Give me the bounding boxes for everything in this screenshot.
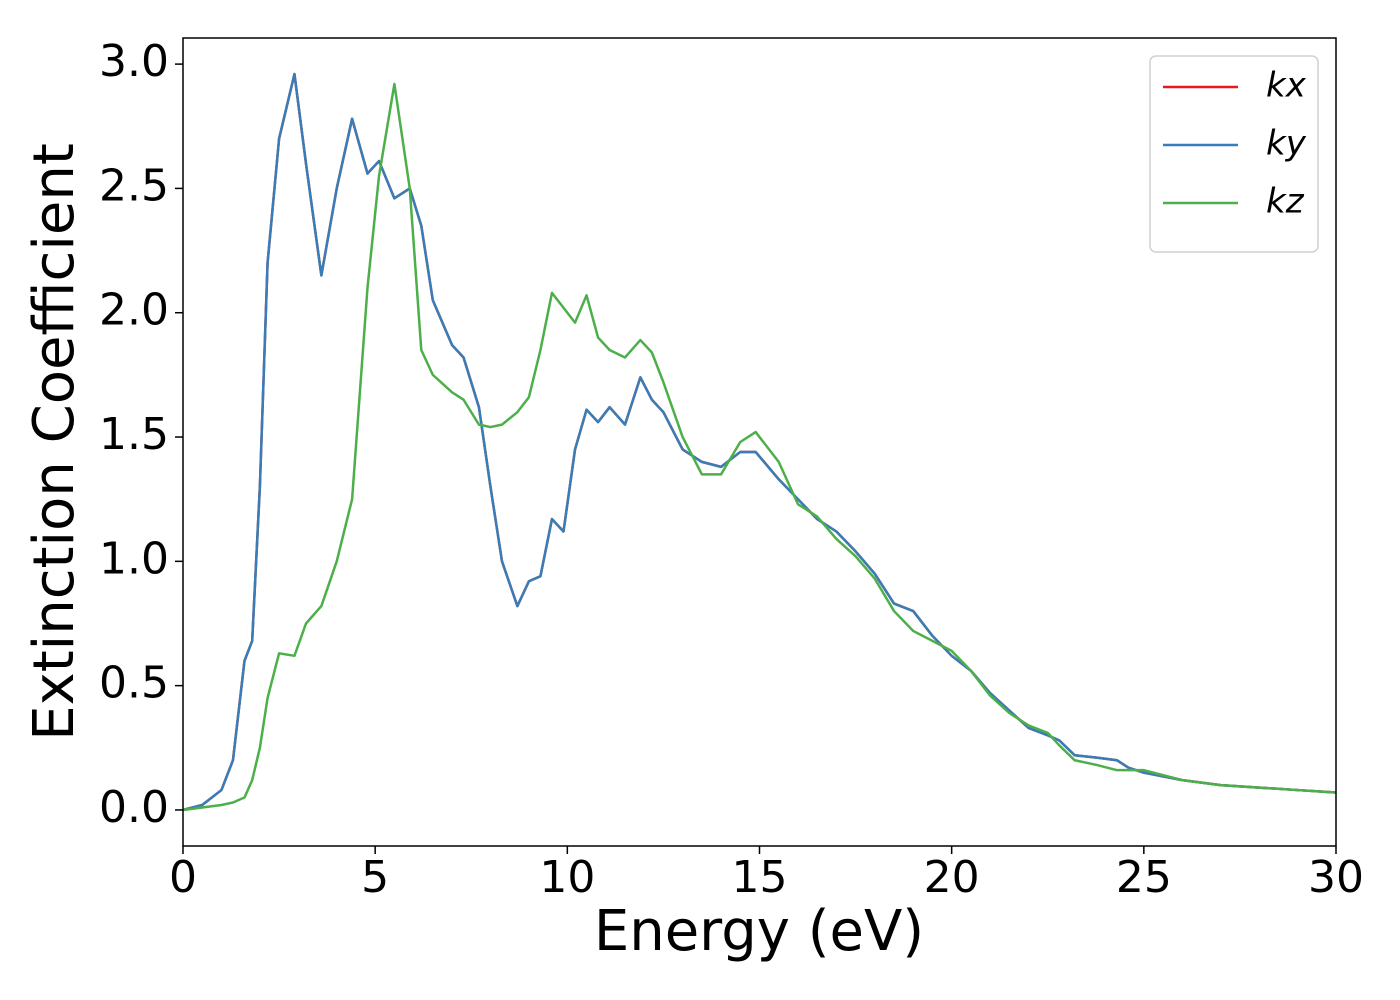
plot-frame [182,37,1337,847]
y-tick-label: 0.0 [99,782,169,833]
x-tick-label: 15 [732,852,788,903]
y-tick-label: 1.0 [99,533,169,584]
y-tick-label: 2.5 [99,160,169,211]
legend-label: kx [1266,66,1307,106]
y-tick-label: 0.5 [99,658,169,709]
x-tick-label: 20 [924,852,980,903]
x-tick-label: 5 [361,852,389,903]
x-tick-label: 25 [1116,852,1172,903]
legend-label: ky [1266,124,1307,164]
y-axis-label: Extinction Coefficient [22,143,87,741]
y-tick-label: 3.0 [99,36,169,87]
series-line [183,72,1336,812]
x-axis-label: Energy (eV) [594,899,924,964]
series-line [183,82,1336,812]
legend-label: kz [1266,182,1305,222]
x-tick-label: 0 [169,852,197,903]
x-tick-label: 10 [539,852,595,903]
y-tick-label: 1.5 [99,409,169,460]
x-tick-label: 30 [1308,852,1364,903]
y-tick-label: 2.0 [99,285,169,336]
